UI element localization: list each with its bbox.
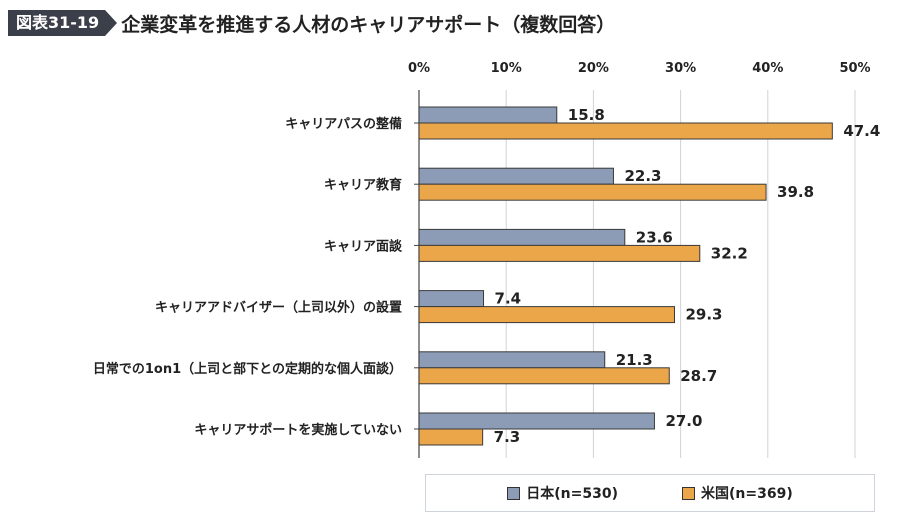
data-label: 27.0 — [665, 412, 702, 430]
bar — [418, 106, 558, 124]
bar — [418, 412, 655, 430]
category-label: キャリア面談 — [324, 238, 403, 254]
legend-swatch — [507, 486, 521, 500]
data-label: 7.4 — [495, 290, 522, 308]
x-tick-label: 20% — [578, 61, 609, 76]
data-label: 7.3 — [494, 428, 521, 446]
legend: 日本(n=530) 米国(n=369) — [425, 474, 875, 512]
category-label: キャリア教育 — [324, 177, 402, 193]
data-label: 21.3 — [616, 351, 653, 369]
data-label: 29.3 — [685, 306, 722, 324]
bar — [418, 428, 484, 446]
data-label: 23.6 — [636, 228, 673, 246]
x-tick-label: 40% — [752, 61, 783, 76]
bar — [418, 244, 701, 262]
title-bar: 図表31-19 企業変革を推進する人材のキャリアサポート（複数回答） — [8, 8, 615, 38]
bar — [418, 351, 606, 369]
x-tick-label: 10% — [491, 61, 522, 76]
bar — [418, 290, 485, 308]
data-label: 47.4 — [843, 122, 880, 140]
legend-label: 日本(n=530) — [526, 486, 618, 502]
category-label: キャリアサポートを実施していない — [194, 422, 402, 438]
chart-title: 企業変革を推進する人材のキャリアサポート（複数回答） — [121, 13, 616, 36]
legend-swatch — [682, 486, 695, 500]
x-tick-label: 30% — [665, 61, 696, 76]
data-label: 32.2 — [711, 244, 748, 262]
category-label: キャリアアドバイザー（上司以外）の設置 — [155, 300, 402, 316]
bar — [418, 228, 626, 246]
legend-item: 日本(n=530) — [507, 483, 618, 503]
category-label: キャリアパスの整備 — [285, 116, 402, 132]
data-label: 39.8 — [777, 183, 814, 201]
bar — [418, 367, 670, 385]
bar — [418, 167, 614, 185]
figure-tag: 図表31-19 — [8, 10, 118, 36]
data-label: 15.8 — [568, 106, 605, 124]
bar — [418, 183, 767, 201]
bar — [418, 306, 675, 324]
legend-label: 米国(n=369) — [701, 486, 793, 502]
category-label: 日常での1on1（上司と部下との定期的な個人面談） — [93, 361, 402, 377]
bar — [418, 122, 833, 140]
legend-item: 米国(n=369) — [682, 483, 793, 503]
x-tick-label: 50% — [839, 61, 870, 76]
x-tick-label: 0% — [408, 61, 430, 76]
data-label: 22.3 — [624, 167, 661, 185]
data-label: 28.7 — [680, 367, 717, 385]
